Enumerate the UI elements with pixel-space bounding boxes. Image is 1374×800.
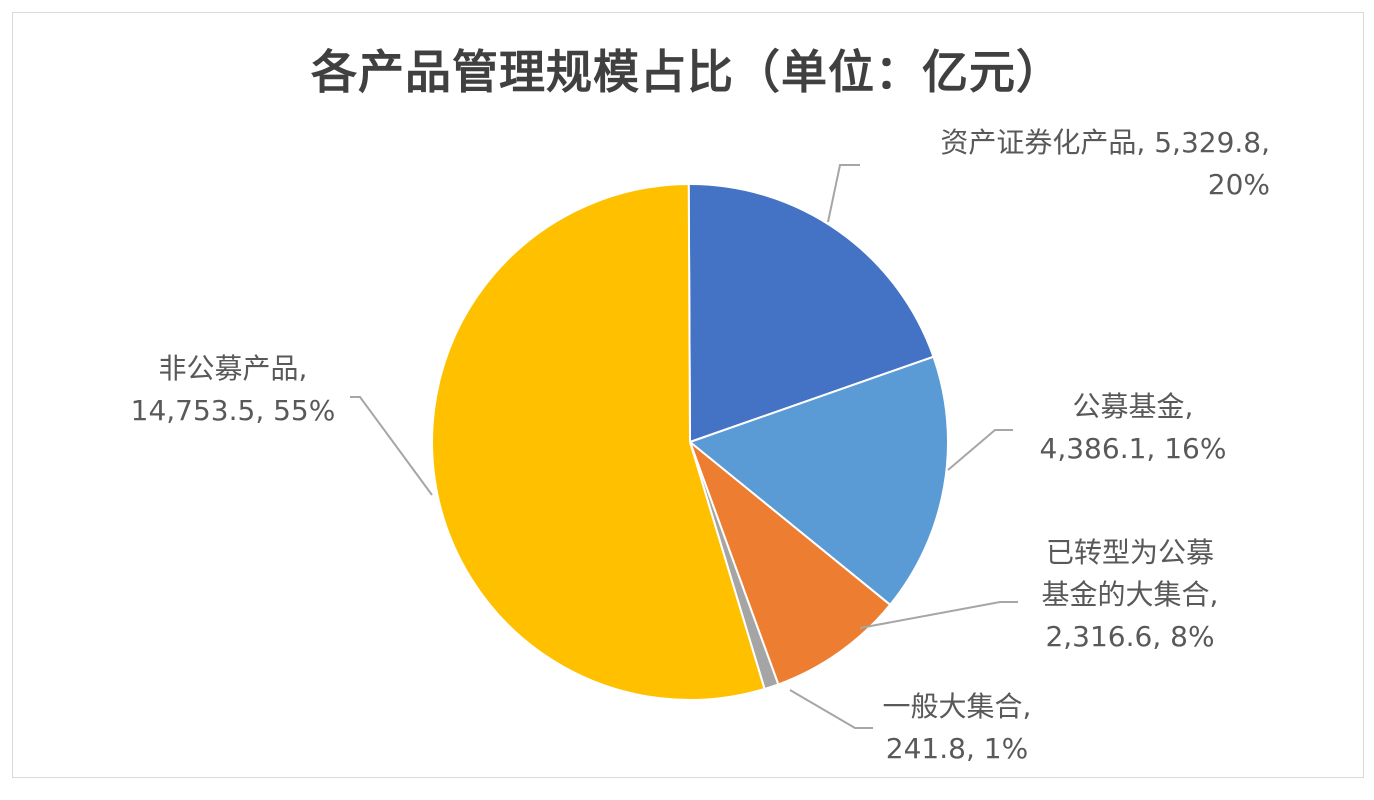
data-label-line: 基金的大集合,	[1042, 578, 1219, 611]
data-label-line: 资产证券化产品, 5,329.8,	[940, 126, 1270, 159]
data-label-line: 4,386.1, 16%	[1040, 432, 1227, 465]
data-label-non-public-products: 非公募产品, 14,753.5, 55%	[131, 352, 336, 427]
leader-line-public-funds	[947, 429, 1013, 471]
chart-title: 各产品管理规模占比（单位：亿元）	[311, 45, 1063, 99]
leader-line-general-collective	[789, 689, 873, 729]
data-label-line: 已转型为公募	[1046, 536, 1214, 569]
data-label-public-funds: 公募基金, 4,386.1, 16%	[1040, 390, 1227, 465]
data-label-converted-collective: 已转型为公募基金的大集合, 2,316.6, 8%	[1042, 536, 1219, 653]
data-label-line: 241.8, 1%	[886, 732, 1028, 765]
pie-slice-non-public-products	[431, 182, 766, 701]
data-label-line: 2,316.6, 8%	[1045, 620, 1214, 653]
data-label-line: 公募基金,	[1073, 390, 1194, 423]
pie-slice-converted-collective	[687, 438, 892, 686]
leader-line-converted-collective	[859, 601, 1018, 629]
data-label-line: 一般大集合,	[883, 690, 1032, 723]
data-label-abs-products: 资产证券化产品, 5,329.8, 20%	[940, 126, 1270, 201]
leader-line-non-public-products	[350, 396, 433, 496]
pie-slice-public-funds	[687, 355, 949, 607]
data-label-line: 14,753.5, 55%	[131, 394, 336, 427]
data-label-general-collective: 一般大集合, 241.8, 1%	[883, 690, 1032, 765]
data-label-line: 非公募产品,	[159, 352, 308, 385]
data-label-line: 20%	[1208, 168, 1270, 201]
leader-line-abs-products	[827, 164, 860, 223]
